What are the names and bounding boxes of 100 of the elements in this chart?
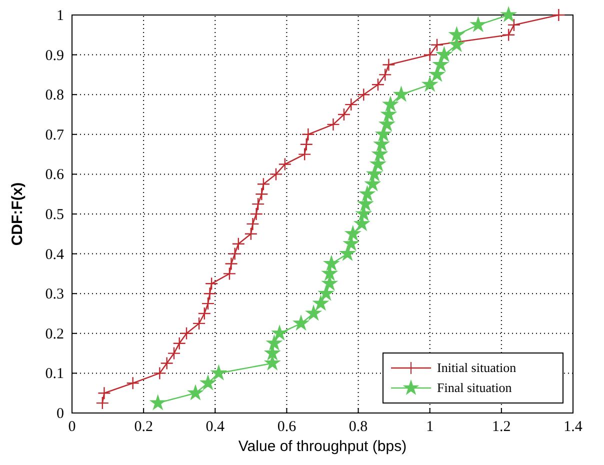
point (198, 306, 212, 320)
point (326, 118, 340, 132)
point (552, 8, 566, 22)
point (470, 17, 486, 32)
point (322, 276, 337, 290)
point (302, 128, 315, 141)
point (200, 376, 216, 390)
y-axis-title: CDF:F(x) (9, 182, 26, 246)
point (172, 336, 186, 350)
point (383, 96, 398, 111)
point (430, 38, 444, 52)
point (265, 346, 280, 360)
point (192, 316, 206, 330)
point (298, 148, 312, 161)
x-tick-label: 0.4 (206, 419, 226, 435)
y-tick-label: 0.9 (45, 48, 64, 64)
point (313, 296, 328, 310)
point (354, 216, 370, 230)
y-tick-label: 0.7 (45, 127, 64, 144)
point (153, 366, 166, 380)
y-tick-label: 0.5 (45, 207, 64, 223)
point (344, 98, 358, 112)
x-tick-label: 1.2 (492, 419, 511, 435)
y-tick-label: 0.2 (45, 326, 64, 342)
point (501, 7, 516, 22)
point (306, 306, 321, 320)
x-tick-label: 0 (68, 419, 76, 435)
point (374, 136, 389, 151)
y-tick-label: 1 (56, 8, 64, 24)
point (372, 146, 388, 161)
point (371, 78, 385, 92)
point (340, 246, 355, 260)
legend-label: Final situation (437, 380, 512, 395)
point (96, 396, 110, 410)
point (449, 27, 464, 42)
point (382, 58, 396, 72)
point (449, 37, 464, 52)
legend-label: Initial situation (437, 360, 517, 375)
x-tick-label: 1 (426, 419, 434, 435)
point (222, 267, 236, 280)
point (150, 395, 166, 410)
point (436, 47, 452, 62)
point (376, 126, 391, 141)
point (160, 356, 174, 370)
point (346, 226, 360, 240)
point (422, 77, 438, 91)
point (318, 286, 334, 300)
point (167, 346, 181, 360)
point (256, 178, 270, 191)
point (324, 256, 339, 270)
point (507, 18, 521, 32)
point (251, 197, 265, 211)
x-tick-label: 0.6 (277, 419, 297, 435)
point (367, 166, 382, 180)
point (380, 116, 394, 131)
point (246, 217, 260, 231)
y-tick-label: 0.4 (45, 246, 64, 263)
point (360, 186, 374, 200)
y-tick-label: 0.1 (45, 366, 64, 382)
point (232, 237, 246, 250)
point (278, 158, 292, 171)
y-tick-label: 0.3 (45, 286, 64, 303)
point (378, 68, 392, 82)
y-tick-label: 0 (56, 406, 64, 422)
point (266, 336, 282, 350)
point (370, 156, 386, 171)
point (211, 366, 226, 380)
point (188, 386, 203, 400)
y-tick-label: 0.8 (45, 88, 64, 104)
point (244, 227, 258, 240)
point (433, 57, 448, 72)
point (255, 188, 268, 201)
point (98, 386, 111, 400)
point (502, 28, 516, 42)
point (204, 277, 218, 290)
point (300, 138, 313, 151)
point (265, 356, 280, 370)
point (322, 266, 337, 280)
point (126, 376, 140, 390)
y-tick-label: 0.6 (45, 167, 64, 184)
point (201, 296, 215, 310)
point (269, 168, 283, 181)
point (294, 316, 308, 330)
point (423, 48, 436, 62)
point (337, 108, 351, 122)
point (394, 87, 408, 101)
point (203, 287, 216, 300)
x-tick-label: 0.8 (348, 419, 368, 435)
point (357, 88, 370, 102)
x-axis-title: Value of throughput (bps) (238, 438, 407, 455)
point (430, 67, 444, 81)
point (344, 236, 358, 250)
x-tick-label: 0.2 (134, 419, 153, 435)
x-tick-label: 1.4 (564, 419, 583, 435)
point (365, 176, 380, 190)
point (228, 247, 242, 260)
point (250, 207, 263, 221)
point (180, 326, 194, 340)
point (224, 257, 238, 270)
point (272, 326, 287, 340)
